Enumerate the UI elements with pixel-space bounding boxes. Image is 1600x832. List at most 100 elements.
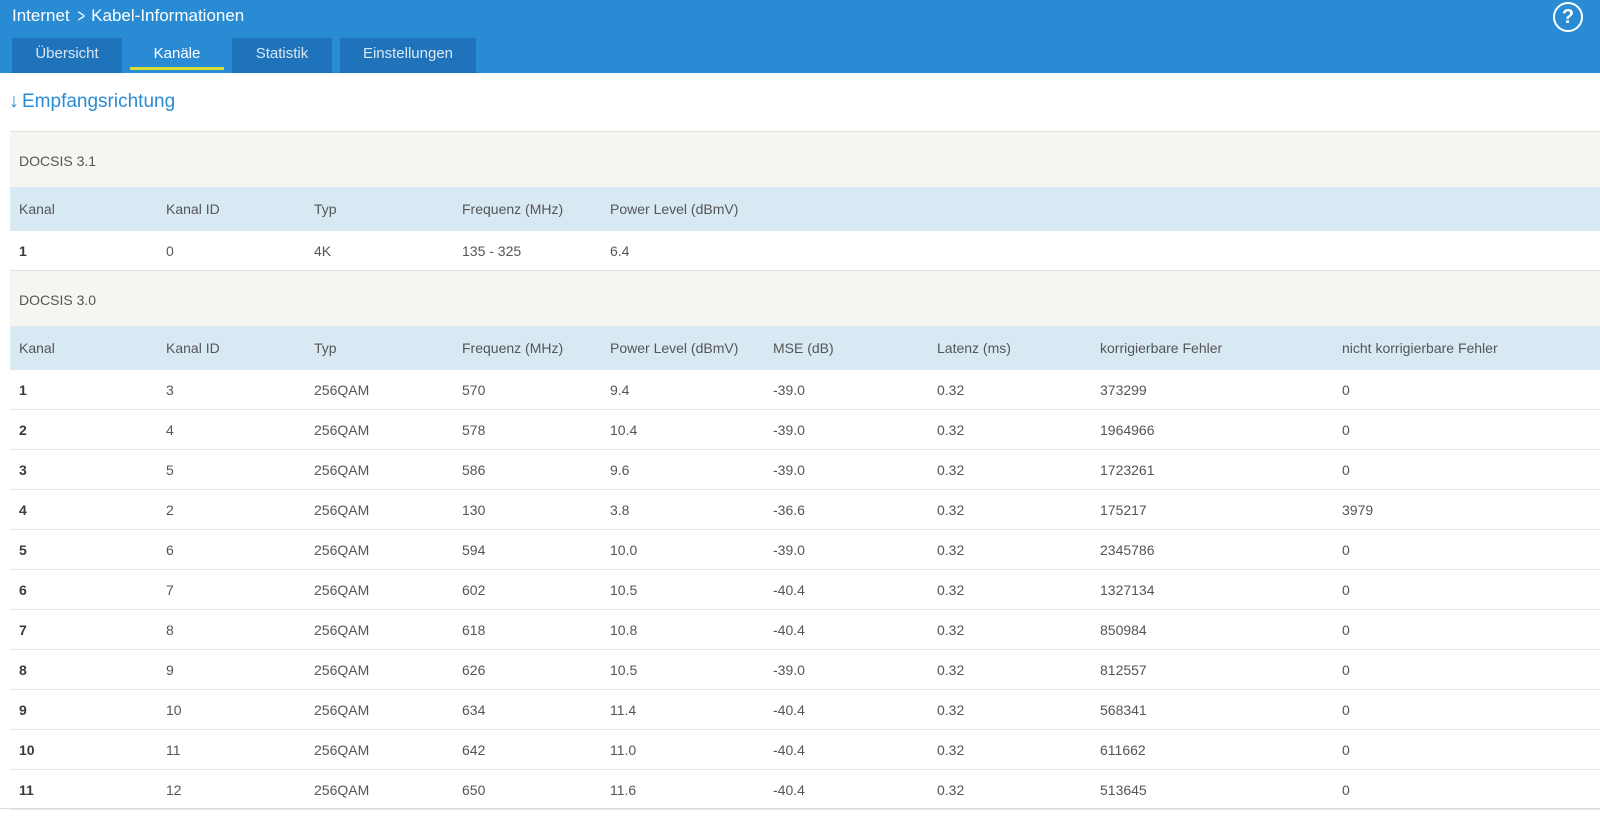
cell-mse: -40.4 — [773, 742, 805, 758]
cell-power-level: 10.0 — [610, 542, 638, 558]
table-row: 9 10 256QAM 634 11.4 -40.4 0.32 568341 0 — [10, 690, 1600, 730]
cell-nicht-korrigierbare-fehler: 0 — [1342, 702, 1350, 718]
cell-nicht-korrigierbare-fehler: 0 — [1342, 382, 1350, 398]
cell-korrigierbare-fehler: 1327134 — [1100, 582, 1155, 598]
cell-frequenz: 570 — [462, 382, 486, 398]
cell-latenz: 0.32 — [937, 742, 965, 758]
cell-latenz: 0.32 — [937, 502, 965, 518]
cell-mse: -40.4 — [773, 582, 805, 598]
cell-frequenz: 642 — [462, 742, 486, 758]
cell-kanal: 7 — [19, 622, 27, 638]
cell-kanal: 10 — [19, 742, 35, 758]
tab-kanaele[interactable]: Kanäle — [130, 38, 224, 73]
cell-kanal-id: 11 — [166, 742, 181, 758]
tab-einstellungen[interactable]: Einstellungen — [340, 38, 476, 73]
cell-mse: -36.6 — [773, 502, 805, 518]
cell-typ: 256QAM — [314, 782, 370, 798]
breadcrumb-current: Kabel-Informationen — [91, 6, 245, 25]
cell-kanal-id: 3 — [166, 382, 174, 398]
cell-korrigierbare-fehler: 513645 — [1100, 782, 1147, 798]
cell-frequenz: 634 — [462, 702, 486, 718]
cell-korrigierbare-fehler: 850984 — [1100, 622, 1147, 638]
cell-mse: -39.0 — [773, 462, 805, 478]
cell-typ: 256QAM — [314, 702, 370, 718]
divider — [0, 808, 1600, 809]
cell-power-level: 10.4 — [610, 422, 638, 438]
cell-power-level: 10.8 — [610, 622, 638, 638]
column-header-korrigierbare-fehler: korrigierbare Fehler — [1100, 340, 1223, 356]
cell-typ: 256QAM — [314, 502, 370, 518]
top-bar: Internet > Kabel-Informationen ? Übersic… — [0, 0, 1600, 73]
cell-kanal: 6 — [19, 582, 27, 598]
cell-kanal: 1 — [19, 382, 27, 398]
table-row: 7 8 256QAM 618 10.8 -40.4 0.32 850984 0 — [10, 610, 1600, 650]
cell-frequenz: 135 - 325 — [462, 243, 522, 259]
help-icon[interactable]: ? — [1553, 2, 1583, 32]
cell-power-level: 6.4 — [610, 243, 630, 259]
cell-kanal-id: 10 — [166, 702, 182, 718]
docsis31-heading: DOCSIS 3.1 — [10, 131, 1600, 187]
cell-nicht-korrigierbare-fehler: 3979 — [1342, 502, 1374, 518]
section-title: ↓ Empfangsrichtung — [9, 90, 175, 113]
table-header-row: Kanal Kanal ID Typ Frequenz (MHz) Power Leve… — [10, 326, 1600, 370]
column-header-typ: Typ — [314, 340, 337, 356]
cell-typ: 256QAM — [314, 662, 370, 678]
cell-kanal: 5 — [19, 542, 27, 558]
cell-typ: 4K — [314, 243, 332, 259]
cell-kanal: 9 — [19, 702, 27, 718]
cell-power-level: 10.5 — [610, 582, 638, 598]
column-header-frequenz: Frequenz (MHz) — [462, 201, 564, 217]
cell-frequenz: 594 — [462, 542, 486, 558]
cell-latenz: 0.32 — [937, 382, 965, 398]
cell-typ: 256QAM — [314, 582, 370, 598]
cell-latenz: 0.32 — [937, 702, 965, 718]
cell-latenz: 0.32 — [937, 782, 965, 798]
cell-typ: 256QAM — [314, 742, 370, 758]
cell-frequenz: 602 — [462, 582, 486, 598]
cell-kanal: 4 — [19, 502, 27, 518]
column-header-typ: Typ — [314, 201, 337, 217]
docsis31-rows: 1 0 4K 135 - 325 6.4 — [10, 231, 1600, 271]
cell-kanal-id: 4 — [166, 422, 174, 438]
cell-kanal-id: 8 — [166, 622, 174, 638]
cell-frequenz: 586 — [462, 462, 486, 478]
cell-mse: -40.4 — [773, 702, 805, 718]
cell-power-level: 11.0 — [610, 742, 637, 758]
docsis31-table: DOCSIS 3.1 Kanal Kanal ID Typ Frequenz (MHz… — [10, 131, 1600, 271]
tab-uebersicht[interactable]: Übersicht — [12, 38, 122, 73]
cell-kanal: 1 — [19, 243, 27, 259]
cell-kanal-id: 5 — [166, 462, 174, 478]
breadcrumb: Internet > Kabel-Informationen — [12, 6, 244, 26]
table-row: 1 3 256QAM 570 9.4 -39.0 0.32 373299 0 — [10, 370, 1600, 410]
breadcrumb-parent-link[interactable]: Internet — [12, 6, 70, 25]
table-row: 5 6 256QAM 594 10.0 -39.0 0.32 2345786 0 — [10, 530, 1600, 570]
cell-frequenz: 578 — [462, 422, 486, 438]
cell-mse: -39.0 — [773, 662, 805, 678]
cell-frequenz: 626 — [462, 662, 486, 678]
column-header-kanal-id: Kanal ID — [166, 201, 220, 217]
column-header-kanal: Kanal — [19, 340, 55, 356]
cell-power-level: 9.6 — [610, 462, 630, 478]
cell-nicht-korrigierbare-fehler: 0 — [1342, 782, 1350, 798]
cell-mse: -40.4 — [773, 622, 805, 638]
cell-typ: 256QAM — [314, 542, 370, 558]
cell-kanal-id: 2 — [166, 502, 174, 518]
cell-korrigierbare-fehler: 812557 — [1100, 662, 1147, 678]
table-row: 1 0 4K 135 - 325 6.4 — [10, 231, 1600, 271]
table-header-row: Kanal Kanal ID Typ Frequenz (MHz) Power Leve… — [10, 187, 1600, 231]
column-header-mse: MSE (dB) — [773, 340, 834, 356]
docsis30-heading: DOCSIS 3.0 — [10, 270, 1600, 326]
column-header-power-level: Power Level (dBmV) — [610, 201, 739, 217]
column-header-kanal-id: Kanal ID — [166, 340, 220, 356]
cell-latenz: 0.32 — [937, 462, 965, 478]
cell-typ: 256QAM — [314, 622, 370, 638]
cell-latenz: 0.32 — [937, 542, 965, 558]
tab-statistik[interactable]: Statistik — [232, 38, 332, 73]
cell-power-level: 11.4 — [610, 702, 637, 718]
column-header-nicht-korrigierbare-fehler: nicht korrigierbare Fehler — [1342, 340, 1498, 356]
cell-latenz: 0.32 — [937, 582, 965, 598]
cell-nicht-korrigierbare-fehler: 0 — [1342, 422, 1350, 438]
table-row: 10 11 256QAM 642 11.0 -40.4 0.32 611662 0 — [10, 730, 1600, 770]
cell-kanal-id: 0 — [166, 243, 174, 259]
cell-korrigierbare-fehler: 1723261 — [1100, 462, 1155, 478]
